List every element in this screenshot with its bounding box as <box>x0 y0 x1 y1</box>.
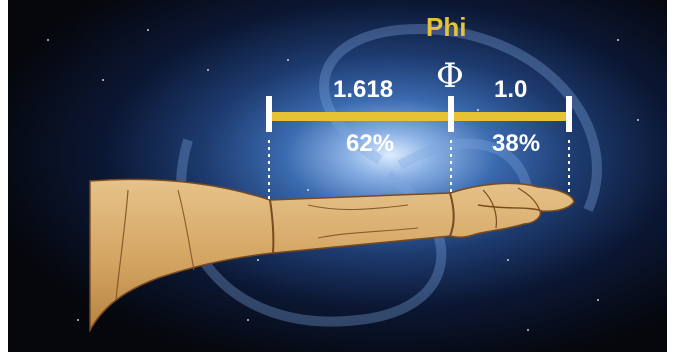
phi-arm-illustration: Phi Φ 1.618 1.0 62% 38% <box>8 0 667 352</box>
measure-guide-lines <box>268 140 570 200</box>
short-segment-percent: 38% <box>492 130 541 157</box>
phi-title: Phi <box>426 12 467 42</box>
phi-symbol: Φ <box>436 56 464 96</box>
long-segment-percent: 62% <box>346 130 395 157</box>
arm-illustration <box>89 178 575 333</box>
short-segment-value: 1.0 <box>494 76 528 103</box>
phi-measure-bar <box>266 96 572 132</box>
galaxy-background <box>8 0 667 352</box>
long-segment-value: 1.618 <box>333 76 394 103</box>
